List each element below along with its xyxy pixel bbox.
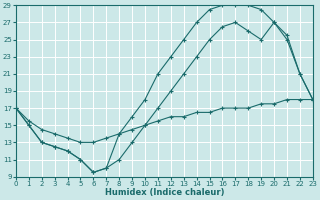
- X-axis label: Humidex (Indice chaleur): Humidex (Indice chaleur): [105, 188, 224, 197]
